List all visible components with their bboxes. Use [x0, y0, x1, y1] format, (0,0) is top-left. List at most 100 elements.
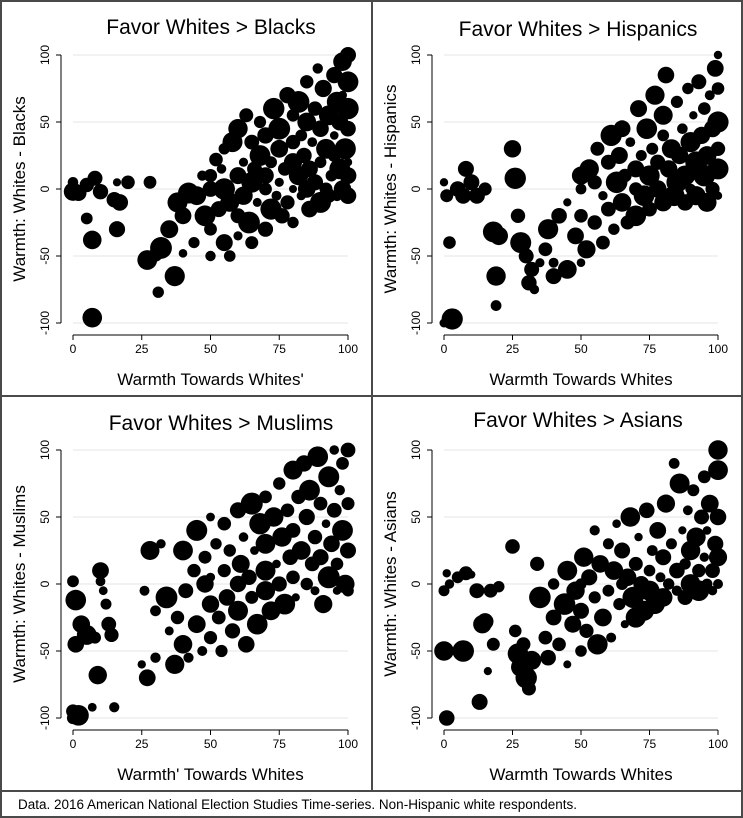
x-tick-label: 0: [441, 342, 448, 356]
data-point: [216, 164, 227, 174]
data-point: [545, 609, 562, 626]
data-point: [504, 167, 526, 189]
data-point: [486, 637, 500, 651]
data-point: [342, 584, 354, 597]
data-point: [687, 484, 700, 497]
data-point: [111, 194, 129, 211]
data-point: [518, 248, 534, 264]
data-point: [670, 95, 684, 108]
data-point: [547, 578, 560, 590]
data-point: [579, 159, 599, 179]
data-point: [551, 208, 567, 224]
data-point: [330, 557, 344, 571]
y-tick-label: 0: [409, 580, 423, 587]
data-point: [224, 623, 241, 639]
data-point: [173, 635, 193, 654]
data-point: [274, 208, 290, 224]
data-point: [620, 507, 641, 527]
data-point: [312, 120, 329, 137]
data-point: [98, 586, 108, 596]
data-point: [608, 223, 620, 235]
data-point: [646, 545, 658, 556]
x-tick-label: 75: [643, 342, 657, 356]
data-point: [682, 505, 693, 516]
data-point: [323, 535, 340, 553]
data-point: [713, 50, 723, 60]
data-point: [255, 581, 276, 601]
y-tick-label: 0: [409, 185, 423, 192]
data-point: [204, 222, 217, 236]
data-point: [312, 549, 329, 566]
data-point: [467, 570, 476, 579]
y-tick-label: -50: [409, 642, 423, 660]
x-tick-label: 100: [708, 342, 728, 356]
data-point: [187, 563, 201, 578]
data-point: [341, 497, 355, 511]
data-point: [287, 216, 299, 229]
data-point: [223, 544, 236, 557]
data-point: [438, 710, 455, 726]
data-point: [272, 559, 281, 569]
data-point: [297, 112, 317, 132]
data-point: [682, 82, 694, 95]
data-point: [645, 85, 665, 105]
y-axis-label: Warmth: Whites - Asians: [381, 491, 400, 676]
data-point: [455, 187, 472, 204]
data-point: [508, 624, 522, 638]
data-point: [88, 665, 107, 685]
data-point: [588, 591, 601, 604]
data-point: [178, 249, 188, 258]
y-axis-label: Warmth: Whites - Muslims: [10, 485, 29, 683]
data-point: [82, 230, 102, 250]
data-point: [231, 554, 250, 573]
data-point: [286, 570, 300, 585]
data-point: [150, 237, 172, 259]
y-axis-label: Warmth: Whites - Hispanics: [381, 84, 400, 293]
data-point: [669, 473, 690, 494]
data-point: [704, 90, 715, 101]
data-point: [143, 175, 157, 189]
data-point: [535, 258, 545, 268]
data-point: [604, 561, 624, 580]
data-point: [187, 615, 206, 634]
data-point: [253, 115, 267, 129]
data-point: [244, 134, 260, 150]
data-point: [575, 645, 587, 657]
data-point: [291, 593, 300, 602]
data-point: [587, 175, 602, 190]
data-point: [662, 578, 675, 590]
x-tick-label: 50: [574, 342, 588, 356]
data-point: [612, 193, 632, 212]
data-point: [336, 457, 349, 470]
y-tick-label: 50: [409, 115, 423, 129]
x-tick-label: 50: [204, 342, 218, 356]
data-point: [642, 201, 657, 217]
y-tick-label: -100: [38, 706, 52, 730]
data-point: [636, 118, 658, 139]
data-point: [434, 641, 454, 661]
data-point: [318, 466, 340, 488]
data-point: [656, 494, 676, 513]
data-point: [121, 175, 135, 190]
data-point: [215, 234, 233, 252]
data-point: [108, 221, 126, 238]
data-point: [493, 580, 505, 593]
x-tick-label: 75: [643, 737, 657, 751]
data-point: [259, 490, 272, 504]
data-point: [188, 237, 200, 249]
data-point: [300, 577, 313, 591]
y-tick-label: -50: [38, 642, 52, 660]
x-tick-label: 0: [70, 737, 77, 751]
chart-title: Favor Whites > Hispanics: [459, 18, 698, 41]
data-point: [274, 177, 284, 187]
y-tick-label: -50: [409, 247, 423, 265]
data-point: [564, 615, 582, 633]
data-point: [657, 129, 670, 142]
data-point: [87, 702, 97, 712]
data-point: [332, 520, 353, 541]
scatter-points: [439, 50, 729, 330]
data-point: [471, 693, 488, 710]
data-point: [241, 171, 263, 193]
data-point: [271, 576, 287, 592]
data-point: [710, 141, 726, 156]
